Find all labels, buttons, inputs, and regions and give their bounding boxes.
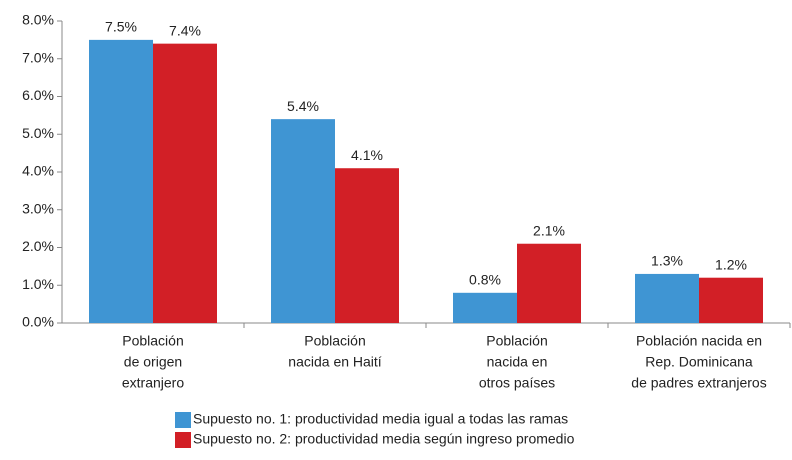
x-tick-label: extranjero [122,375,184,391]
x-tick-label: nacida en Haití [288,354,382,370]
value-label: 7.4% [169,22,201,38]
bar [453,292,517,323]
value-label: 7.5% [105,19,137,35]
legend-swatch [175,432,191,448]
bar [699,277,763,323]
x-tick-label: de origen [124,354,182,370]
x-tick-label: nacida en [487,354,548,370]
bar [153,43,217,324]
bar [89,39,153,323]
x-tick-label: Población nacida en [636,333,762,349]
value-label: 1.2% [715,256,747,272]
legend-label: Supuesto no. 2: productividad media segú… [193,431,575,447]
y-tick-label: 3.0% [22,200,54,216]
bar [517,243,581,323]
value-label: 2.1% [533,222,565,238]
bar [635,273,699,323]
y-tick-label: 8.0% [22,12,54,28]
x-tick-label: de padres extranjeros [631,375,766,391]
y-tick-label: 7.0% [22,49,54,65]
value-label: 1.3% [651,253,683,269]
y-tick-label: 0.0% [22,314,54,330]
y-tick-label: 4.0% [22,163,54,179]
y-tick-label: 5.0% [22,125,54,141]
x-tick-label: otros países [479,375,555,391]
y-tick-label: 6.0% [22,87,54,103]
bar [335,168,399,323]
legend-label: Supuesto no. 1: productividad media igua… [193,411,568,427]
x-tick-label: Rep. Dominicana [645,354,753,370]
x-tick-label: Población [122,333,184,349]
y-tick-label: 1.0% [22,276,54,292]
bar [271,119,335,324]
x-tick-label: Población [304,333,366,349]
value-label: 0.8% [469,272,501,288]
legend-swatch [175,412,191,428]
value-label: 5.4% [287,98,319,114]
x-tick-label: Población [486,333,548,349]
value-label: 4.1% [351,147,383,163]
y-tick-label: 2.0% [22,238,54,254]
